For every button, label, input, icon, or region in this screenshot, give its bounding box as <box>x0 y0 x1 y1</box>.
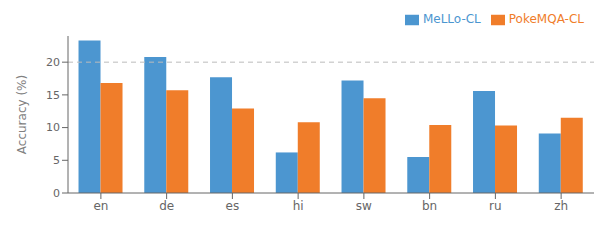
html-text:PokeMQA-CL: PokeMQA-CL <box>508 12 584 26</box>
svg-text:ru: ru <box>489 199 502 213</box>
svg-text:Accuracy (%): Accuracy (%) <box>15 75 29 154</box>
svg-text:sw: sw <box>356 199 372 213</box>
html-text:MeLLo-CL: MeLLo-CL <box>422 12 481 26</box>
svg-text:en: en <box>93 199 108 213</box>
svg-text:10: 10 <box>46 121 60 134</box>
svg-text:15: 15 <box>46 89 60 102</box>
svg-text:bn: bn <box>422 199 437 213</box>
svg-text:de: de <box>159 199 174 213</box>
svg-text:hi: hi <box>293 199 304 213</box>
svg-text:zh: zh <box>554 199 568 213</box>
svg-text:20: 20 <box>46 56 60 69</box>
svg-text:es: es <box>226 199 240 213</box>
svg-text:0: 0 <box>53 187 60 200</box>
svg-text:5: 5 <box>53 154 60 167</box>
